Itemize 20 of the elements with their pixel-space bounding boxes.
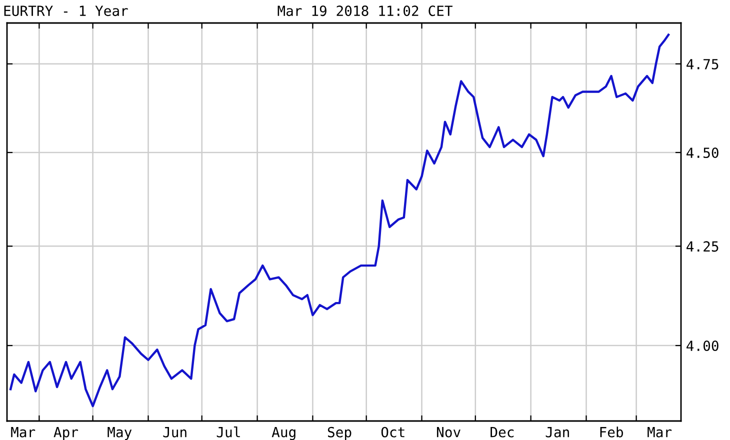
x-tick-label: Jul — [216, 426, 240, 438]
x-tick-label: May — [108, 427, 132, 440]
x-tick-label: Jan — [546, 427, 569, 438]
x-tick-label: Feb — [600, 426, 623, 438]
x-tick-label: Jun — [163, 427, 186, 438]
x-tick-label: Dec — [490, 427, 514, 438]
chart-title: EURTRY - 1 Year — [4, 6, 128, 16]
x-tick-label: Sep — [328, 426, 352, 440]
x-tick-label: Aug — [272, 426, 296, 440]
x-tick-label: Oct — [381, 426, 404, 438]
y-tick-label: 4.50 — [686, 148, 718, 158]
y-tick-label: 4.25 — [686, 241, 718, 252]
line-series — [9, 34, 670, 408]
chart-subtitle: Mar 19 2018 11:02 CET — [278, 6, 452, 16]
x-tick-label: Mar — [11, 427, 36, 438]
y-tick-label: 4.00 — [686, 340, 718, 352]
y-tick-label: 4.75 — [686, 59, 718, 70]
x-tick-label: Mar — [648, 427, 672, 438]
x-tick-label: Apr — [54, 427, 78, 440]
x-tick-label: Nov — [436, 427, 460, 438]
